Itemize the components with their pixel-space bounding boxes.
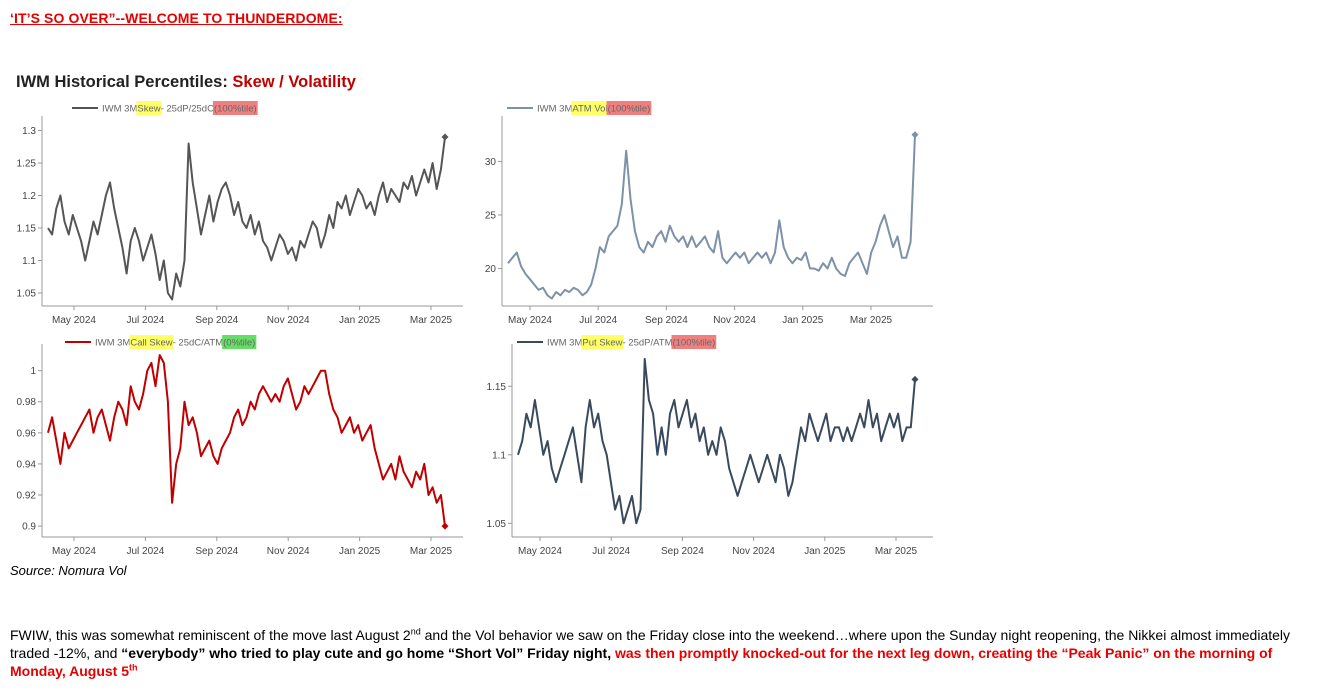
legend-badge-bg <box>212 101 258 115</box>
x-tick-label: Nov 2024 <box>267 546 310 557</box>
x-tick-label: Sep 2024 <box>645 315 688 326</box>
x-tick-label: Mar 2025 <box>410 315 453 326</box>
y-tick-label: 0.92 <box>17 491 37 502</box>
y-tick-label: 1.2 <box>22 191 36 202</box>
y-tick-label: 1 <box>30 366 36 377</box>
legend-prefix: IWM 3M <box>95 338 130 349</box>
panel-title-prefix: IWM Historical Percentiles: <box>16 73 233 91</box>
put-skew-chart: IWM 3M Put Skew - 25dP/ATM (100%tile) 1.0… <box>487 335 933 557</box>
para-sup-2: th <box>129 662 138 673</box>
legend-badge-bg <box>606 101 652 115</box>
para-bold: “everybody” who tried to play cute and g… <box>121 645 615 661</box>
skew-chart: IWM 3M Skew - 25dP/25dC (100%tile) 1.05 1.… <box>17 101 463 326</box>
x-tick-label: May 2024 <box>508 315 552 326</box>
legend-suffix: - 25dP/25dC <box>161 104 214 115</box>
y-tick-label: 1.25 <box>17 159 37 170</box>
legend: IWM 3M ATM Vol (100%tile) <box>507 101 652 115</box>
legend-highlight-bg <box>129 335 174 349</box>
y-tick-label: 25 <box>485 211 497 222</box>
panel-title-highlight: Skew / Volatility <box>232 73 356 91</box>
x-tick-label: Mar 2025 <box>410 546 453 557</box>
y-tick-label: 0.98 <box>17 397 37 408</box>
y-tick-label: 20 <box>485 264 497 275</box>
source-note: Source: Nomura Vol <box>10 563 127 578</box>
x-tick-label: Jan 2025 <box>339 315 381 326</box>
series-line <box>47 354 446 527</box>
x-tick-label: May 2024 <box>52 546 96 557</box>
end-marker <box>911 131 919 139</box>
y-tick-label: 1.15 <box>487 382 507 393</box>
legend-suffix: - 25dP/ATM <box>623 338 673 349</box>
x-tick-label: Sep 2024 <box>195 546 238 557</box>
legend-highlight-bg <box>571 101 609 115</box>
legend-highlight: Call Skew <box>130 338 172 349</box>
legend-highlight: Skew <box>137 104 160 115</box>
x-tick-label: Mar 2025 <box>850 315 893 326</box>
commentary-paragraph: FWIW, this was somewhat reminiscent of t… <box>10 626 1310 680</box>
y-tick-label: 0.96 <box>17 428 37 439</box>
headline: ‘IT’S SO OVER”--WELCOME TO THUNDERDOME: <box>10 10 343 26</box>
x-tick-label: May 2024 <box>52 315 96 326</box>
legend: IWM 3M Skew - 25dP/25dC (100%tile) <box>72 101 258 115</box>
para-text-2: and the Vol behavior we saw on the Frida… <box>10 627 1291 661</box>
end-marker <box>441 522 449 530</box>
panel-title: IWM Historical Percentiles: Skew / Volat… <box>16 73 356 92</box>
end-marker <box>441 133 449 141</box>
legend-highlight-bg <box>581 335 624 349</box>
atm-vol-chart: IWM 3M ATM Vol (100%tile) 20 25 30 May 2024 J… <box>485 101 933 326</box>
y-tick-label: 1.05 <box>17 289 37 300</box>
x-tick-label: May 2024 <box>518 546 562 557</box>
y-tick-label: 30 <box>485 157 497 168</box>
x-tick-label: Sep 2024 <box>661 546 704 557</box>
y-tick-label: 1.1 <box>22 256 36 267</box>
y-tick-label: 1.3 <box>22 126 36 137</box>
para-sup-1: nd <box>410 626 421 637</box>
legend-badge-bg <box>671 335 717 349</box>
x-tick-label: Jul 2024 <box>126 546 164 557</box>
legend-suffix: - 25dC/ATM <box>173 338 224 349</box>
y-tick-label: 0.94 <box>17 459 37 470</box>
series-line <box>47 136 446 301</box>
y-tick-label: 1.15 <box>17 224 37 235</box>
x-tick-label: Jan 2025 <box>804 546 846 557</box>
y-tick-label: 1.05 <box>487 519 507 530</box>
legend-highlight: ATM Vol <box>572 104 607 115</box>
legend-badge: (100%tile) <box>608 104 651 115</box>
y-tick-label: 1.1 <box>492 450 506 461</box>
legend-badge-bg <box>222 335 257 349</box>
legend-badge: (100%tile) <box>672 338 715 349</box>
x-tick-label: Sep 2024 <box>195 315 238 326</box>
call-skew-chart: IWM 3M Call Skew - 25dC/ATM (0%tile) 0.9 0… <box>17 335 463 557</box>
legend-highlight: Put Skew <box>582 338 622 349</box>
legend-badge: (100%tile) <box>214 104 257 115</box>
legend-highlight-bg <box>136 101 162 115</box>
para-text-1: FWIW, this was somewhat reminiscent of t… <box>10 627 411 643</box>
x-tick-label: Jan 2025 <box>339 546 381 557</box>
y-tick-label: 0.9 <box>22 522 36 533</box>
x-tick-label: Nov 2024 <box>267 315 310 326</box>
legend-prefix: IWM 3M <box>102 104 137 115</box>
legend: IWM 3M Call Skew - 25dC/ATM (0%tile) <box>65 335 257 349</box>
series-line <box>507 134 916 300</box>
x-tick-label: Jul 2024 <box>126 315 164 326</box>
x-tick-label: Jul 2024 <box>579 315 617 326</box>
legend-prefix: IWM 3M <box>547 338 582 349</box>
x-tick-label: Nov 2024 <box>713 315 756 326</box>
legend-badge: (0%tile) <box>223 338 255 349</box>
x-tick-label: Jul 2024 <box>592 546 630 557</box>
series-line <box>517 357 916 525</box>
para-red: was then promptly knocked-out for the ne… <box>10 645 1273 679</box>
x-tick-label: Nov 2024 <box>732 546 775 557</box>
legend-prefix: IWM 3M <box>537 104 572 115</box>
x-tick-label: Jan 2025 <box>782 315 824 326</box>
legend: IWM 3M Put Skew - 25dP/ATM (100%tile) <box>517 335 717 349</box>
end-marker <box>911 375 919 383</box>
x-tick-label: Mar 2025 <box>875 546 918 557</box>
